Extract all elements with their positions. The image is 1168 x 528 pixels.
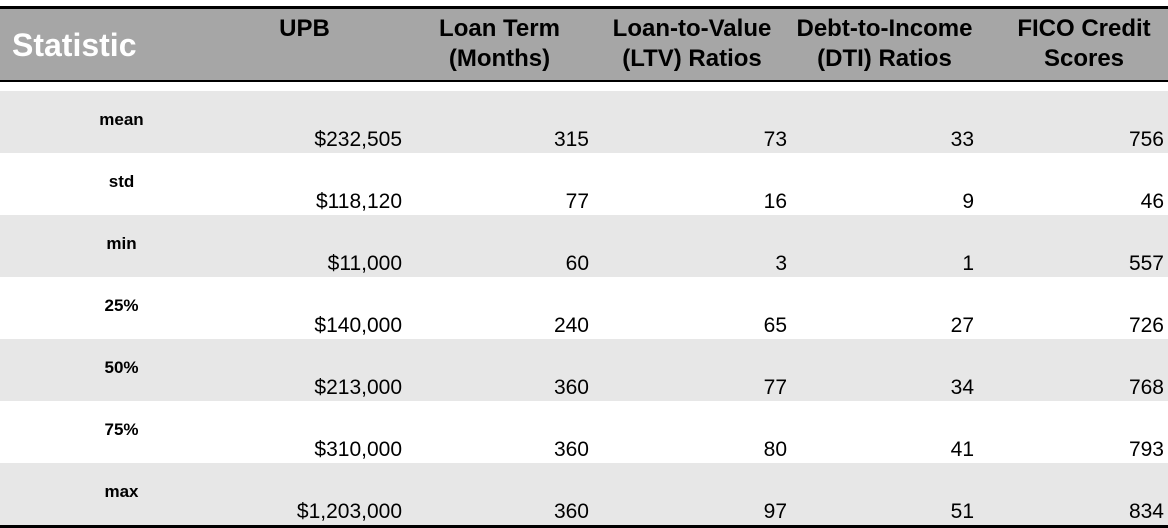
header-upb-label: UPB [279, 15, 330, 42]
statistics-table: Statistic UPB Loan Term (Months) Loan-to… [0, 6, 1168, 528]
cell-statistic: 75% [0, 401, 243, 463]
cell-loan-term: 315 [406, 91, 593, 153]
cell-dti: 41 [791, 401, 978, 463]
header-ltv: Loan-to-Value (LTV) Ratios [593, 6, 791, 82]
cell-loan-term: 240 [406, 277, 593, 339]
cell-upb: $118,120 [243, 153, 406, 215]
cell-fico: 557 [978, 215, 1168, 277]
header-ltv-line1: Loan-to-Value [612, 15, 772, 42]
cell-upb: $213,000 [243, 339, 406, 401]
header-statistic: Statistic [0, 6, 243, 82]
cell-statistic: 50% [0, 339, 243, 401]
cell-fico: 834 [978, 463, 1168, 528]
cell-dti: 34 [791, 339, 978, 401]
table-row: mean $232,505 315 73 33 756 [0, 91, 1168, 153]
header-spacer [0, 81, 1168, 91]
table-row: max $1,203,000 360 97 51 834 [0, 463, 1168, 528]
cell-dti: 1 [791, 215, 978, 277]
cell-fico: 46 [978, 153, 1168, 215]
cell-ltv: 16 [593, 153, 791, 215]
cell-loan-term: 77 [406, 153, 593, 215]
table-row: 50% $213,000 360 77 34 768 [0, 339, 1168, 401]
header-statistic-label: Statistic [12, 26, 137, 63]
table-body: mean $232,505 315 73 33 756 std $118,120 77 16 9 46… [0, 81, 1168, 528]
cell-upb: $11,000 [243, 215, 406, 277]
cell-ltv: 80 [593, 401, 791, 463]
header-loan-term: Loan Term (Months) [406, 6, 593, 82]
cell-upb: $232,505 [243, 91, 406, 153]
table-header: Statistic UPB Loan Term (Months) Loan-to… [0, 6, 1168, 82]
header-upb: UPB [243, 6, 406, 82]
cell-statistic: min [0, 215, 243, 277]
header-fico-line2: Scores [1043, 45, 1125, 72]
cell-statistic: max [0, 463, 243, 528]
cell-ltv: 97 [593, 463, 791, 528]
header-loan-term-line2: (Months) [448, 45, 551, 72]
spacer-cell [0, 81, 1168, 91]
header-row: Statistic UPB Loan Term (Months) Loan-to… [0, 6, 1168, 82]
cell-dti: 33 [791, 91, 978, 153]
header-loan-term-line1: Loan Term [439, 15, 560, 42]
cell-upb: $1,203,000 [243, 463, 406, 528]
cell-ltv: 3 [593, 215, 791, 277]
header-dti: Debt-to-Income (DTI) Ratios [791, 6, 978, 82]
cell-loan-term: 360 [406, 401, 593, 463]
cell-upb: $140,000 [243, 277, 406, 339]
cell-fico: 793 [978, 401, 1168, 463]
header-ltv-line2: (LTV) Ratios [622, 45, 762, 72]
cell-loan-term: 360 [406, 339, 593, 401]
cell-fico: 756 [978, 91, 1168, 153]
cell-fico: 768 [978, 339, 1168, 401]
header-fico: FICO Credit Scores [978, 6, 1168, 82]
cell-statistic: 25% [0, 277, 243, 339]
cell-dti: 9 [791, 153, 978, 215]
cell-ltv: 77 [593, 339, 791, 401]
header-dti-line1: Debt-to-Income [796, 15, 973, 42]
table-row: 75% $310,000 360 80 41 793 [0, 401, 1168, 463]
header-dti-line2: (DTI) Ratios [817, 45, 952, 72]
table-row: min $11,000 60 3 1 557 [0, 215, 1168, 277]
cell-fico: 726 [978, 277, 1168, 339]
cell-statistic: mean [0, 91, 243, 153]
header-fico-line1: FICO Credit [1017, 15, 1151, 42]
table-row: 25% $140,000 240 65 27 726 [0, 277, 1168, 339]
cell-dti: 51 [791, 463, 978, 528]
cell-statistic: std [0, 153, 243, 215]
table-row: std $118,120 77 16 9 46 [0, 153, 1168, 215]
cell-loan-term: 60 [406, 215, 593, 277]
cell-loan-term: 360 [406, 463, 593, 528]
cell-ltv: 65 [593, 277, 791, 339]
cell-ltv: 73 [593, 91, 791, 153]
cell-upb: $310,000 [243, 401, 406, 463]
cell-dti: 27 [791, 277, 978, 339]
